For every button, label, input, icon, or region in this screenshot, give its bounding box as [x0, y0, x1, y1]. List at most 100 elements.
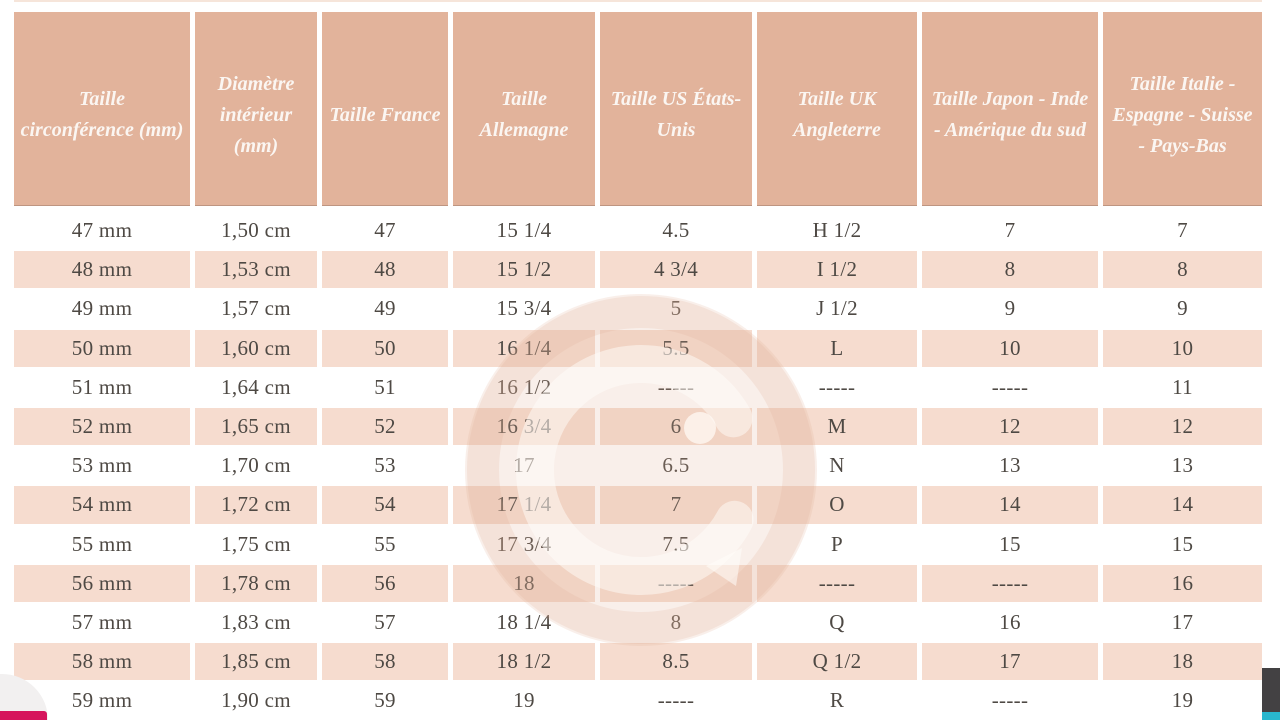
table-cell: L [752, 327, 917, 367]
table-cell: 1,65 cm [190, 405, 317, 446]
table-cell: 8 [595, 601, 752, 642]
table-cell: 1,78 cm [190, 562, 317, 602]
table-cell: 14 [917, 484, 1098, 524]
table-cell: 19 [448, 680, 595, 720]
table-cell: 7 [595, 484, 752, 524]
table-cell: 1,72 cm [190, 484, 317, 524]
table-cell: 1,53 cm [190, 249, 317, 289]
bottom-right-widget-teal [1262, 712, 1280, 720]
table-cell: 18 1/4 [448, 601, 595, 642]
table-cell: 10 [917, 327, 1098, 367]
table-cell: 13 [1098, 445, 1262, 485]
table-cell: Q [752, 601, 917, 642]
table-cell: 8 [917, 249, 1098, 289]
table-cell: 47 mm [14, 210, 190, 249]
table-cell: 50 mm [14, 327, 190, 367]
column-header: Taille France [317, 12, 448, 210]
table-cell: 16 [917, 601, 1098, 642]
table-cell: 1,90 cm [190, 680, 317, 720]
table-cell: 16 1/2 [448, 366, 595, 406]
table-cell: 17 [448, 445, 595, 485]
table-cell: 9 [917, 288, 1098, 328]
table-cell: 5 [595, 288, 752, 328]
table-cell: ----- [752, 366, 917, 406]
table-cell: 6 [595, 405, 752, 446]
table-cell: ----- [917, 366, 1098, 406]
table-cell: 15 1/2 [448, 249, 595, 289]
table-cell: 1,85 cm [190, 641, 317, 681]
table-cell: 56 [317, 562, 448, 602]
table-cell: O [752, 484, 917, 524]
cropped-row-remnant [14, 0, 1262, 2]
table-cell: 7 [1098, 210, 1262, 250]
table-cell: 4.5 [595, 210, 752, 250]
bottom-left-floating-widget[interactable] [0, 660, 60, 720]
bottom-left-widget-accent [0, 711, 47, 720]
table-cell: ----- [752, 562, 917, 602]
table-cell: 17 [1098, 601, 1262, 642]
table-cell: 1,57 cm [190, 288, 317, 328]
table-cell: 52 mm [14, 405, 190, 446]
table-cell: 6.5 [595, 445, 752, 485]
column-header: Taille Allemagne [448, 12, 595, 210]
table-cell: Q 1/2 [752, 641, 917, 681]
table-cell: 7 [917, 210, 1098, 250]
table-cell: 5.5 [595, 327, 752, 367]
table-cell: 12 [917, 405, 1098, 446]
table-cell: 4 3/4 [595, 249, 752, 289]
table-cell: ----- [595, 562, 752, 602]
table-cell: 54 [317, 484, 448, 524]
table-cell: 15 [917, 523, 1098, 563]
column-header: Taille Italie - Espagne - Suisse - Pays-… [1098, 12, 1262, 210]
table-cell: 56 mm [14, 562, 190, 602]
table-cell: 15 [1098, 523, 1262, 563]
table-cell: 18 1/2 [448, 641, 595, 681]
table-cell: 54 mm [14, 484, 190, 524]
table-cell: 11 [1098, 366, 1262, 406]
bottom-right-widget-dark [1262, 668, 1280, 712]
table-cell: 7.5 [595, 523, 752, 563]
table-cell: 1,60 cm [190, 327, 317, 367]
table-cell: 13 [917, 445, 1098, 485]
column-header: Taille UK Angleterre [752, 12, 917, 210]
table-cell: 48 mm [14, 249, 190, 289]
table-cell: 52 [317, 405, 448, 446]
table-cell: 47 [317, 210, 448, 250]
table-cell: 53 [317, 445, 448, 485]
table-cell: 1,50 cm [190, 210, 317, 250]
table-cell: N [752, 445, 917, 485]
table-cell: 53 mm [14, 445, 190, 484]
table-cell: 12 [1098, 405, 1262, 446]
table-cell: 1,75 cm [190, 523, 317, 563]
ring-size-table: Taille circonférence (mm) Diamètre intéri… [14, 12, 1262, 720]
table-cell: P [752, 523, 917, 563]
table-cell: 48 [317, 249, 448, 289]
table-cell: 18 [1098, 641, 1262, 681]
table-cell: 50 [317, 327, 448, 367]
table-cell: 55 [317, 523, 448, 563]
table-cell: 15 3/4 [448, 288, 595, 328]
table-cell: 55 mm [14, 523, 190, 563]
table-cell: ----- [595, 366, 752, 406]
table-cell: 17 1/4 [448, 484, 595, 524]
table-cell: J 1/2 [752, 288, 917, 328]
table-cell: 49 [317, 288, 448, 328]
bottom-right-floating-widget[interactable] [1262, 668, 1280, 720]
table-cell: R [752, 680, 917, 720]
table-cell: 59 [317, 680, 448, 720]
column-header: Taille Japon - Inde - Amérique du sud [917, 12, 1098, 210]
table-cell: 1,70 cm [190, 445, 317, 485]
table-cell: I 1/2 [752, 249, 917, 289]
table-cell: 59 mm [14, 680, 190, 719]
table-cell: 14 [1098, 484, 1262, 524]
table-cell: 17 [917, 641, 1098, 681]
table-cell: ----- [595, 680, 752, 720]
column-header: Taille US États-Unis [595, 12, 752, 210]
table-cell: 19 [1098, 680, 1262, 720]
table-cell: 57 mm [14, 601, 190, 641]
table-cell: 51 mm [14, 366, 190, 406]
table-cell: 1,83 cm [190, 601, 317, 642]
table-cell: H 1/2 [752, 210, 917, 250]
table-cell: 9 [1098, 288, 1262, 328]
